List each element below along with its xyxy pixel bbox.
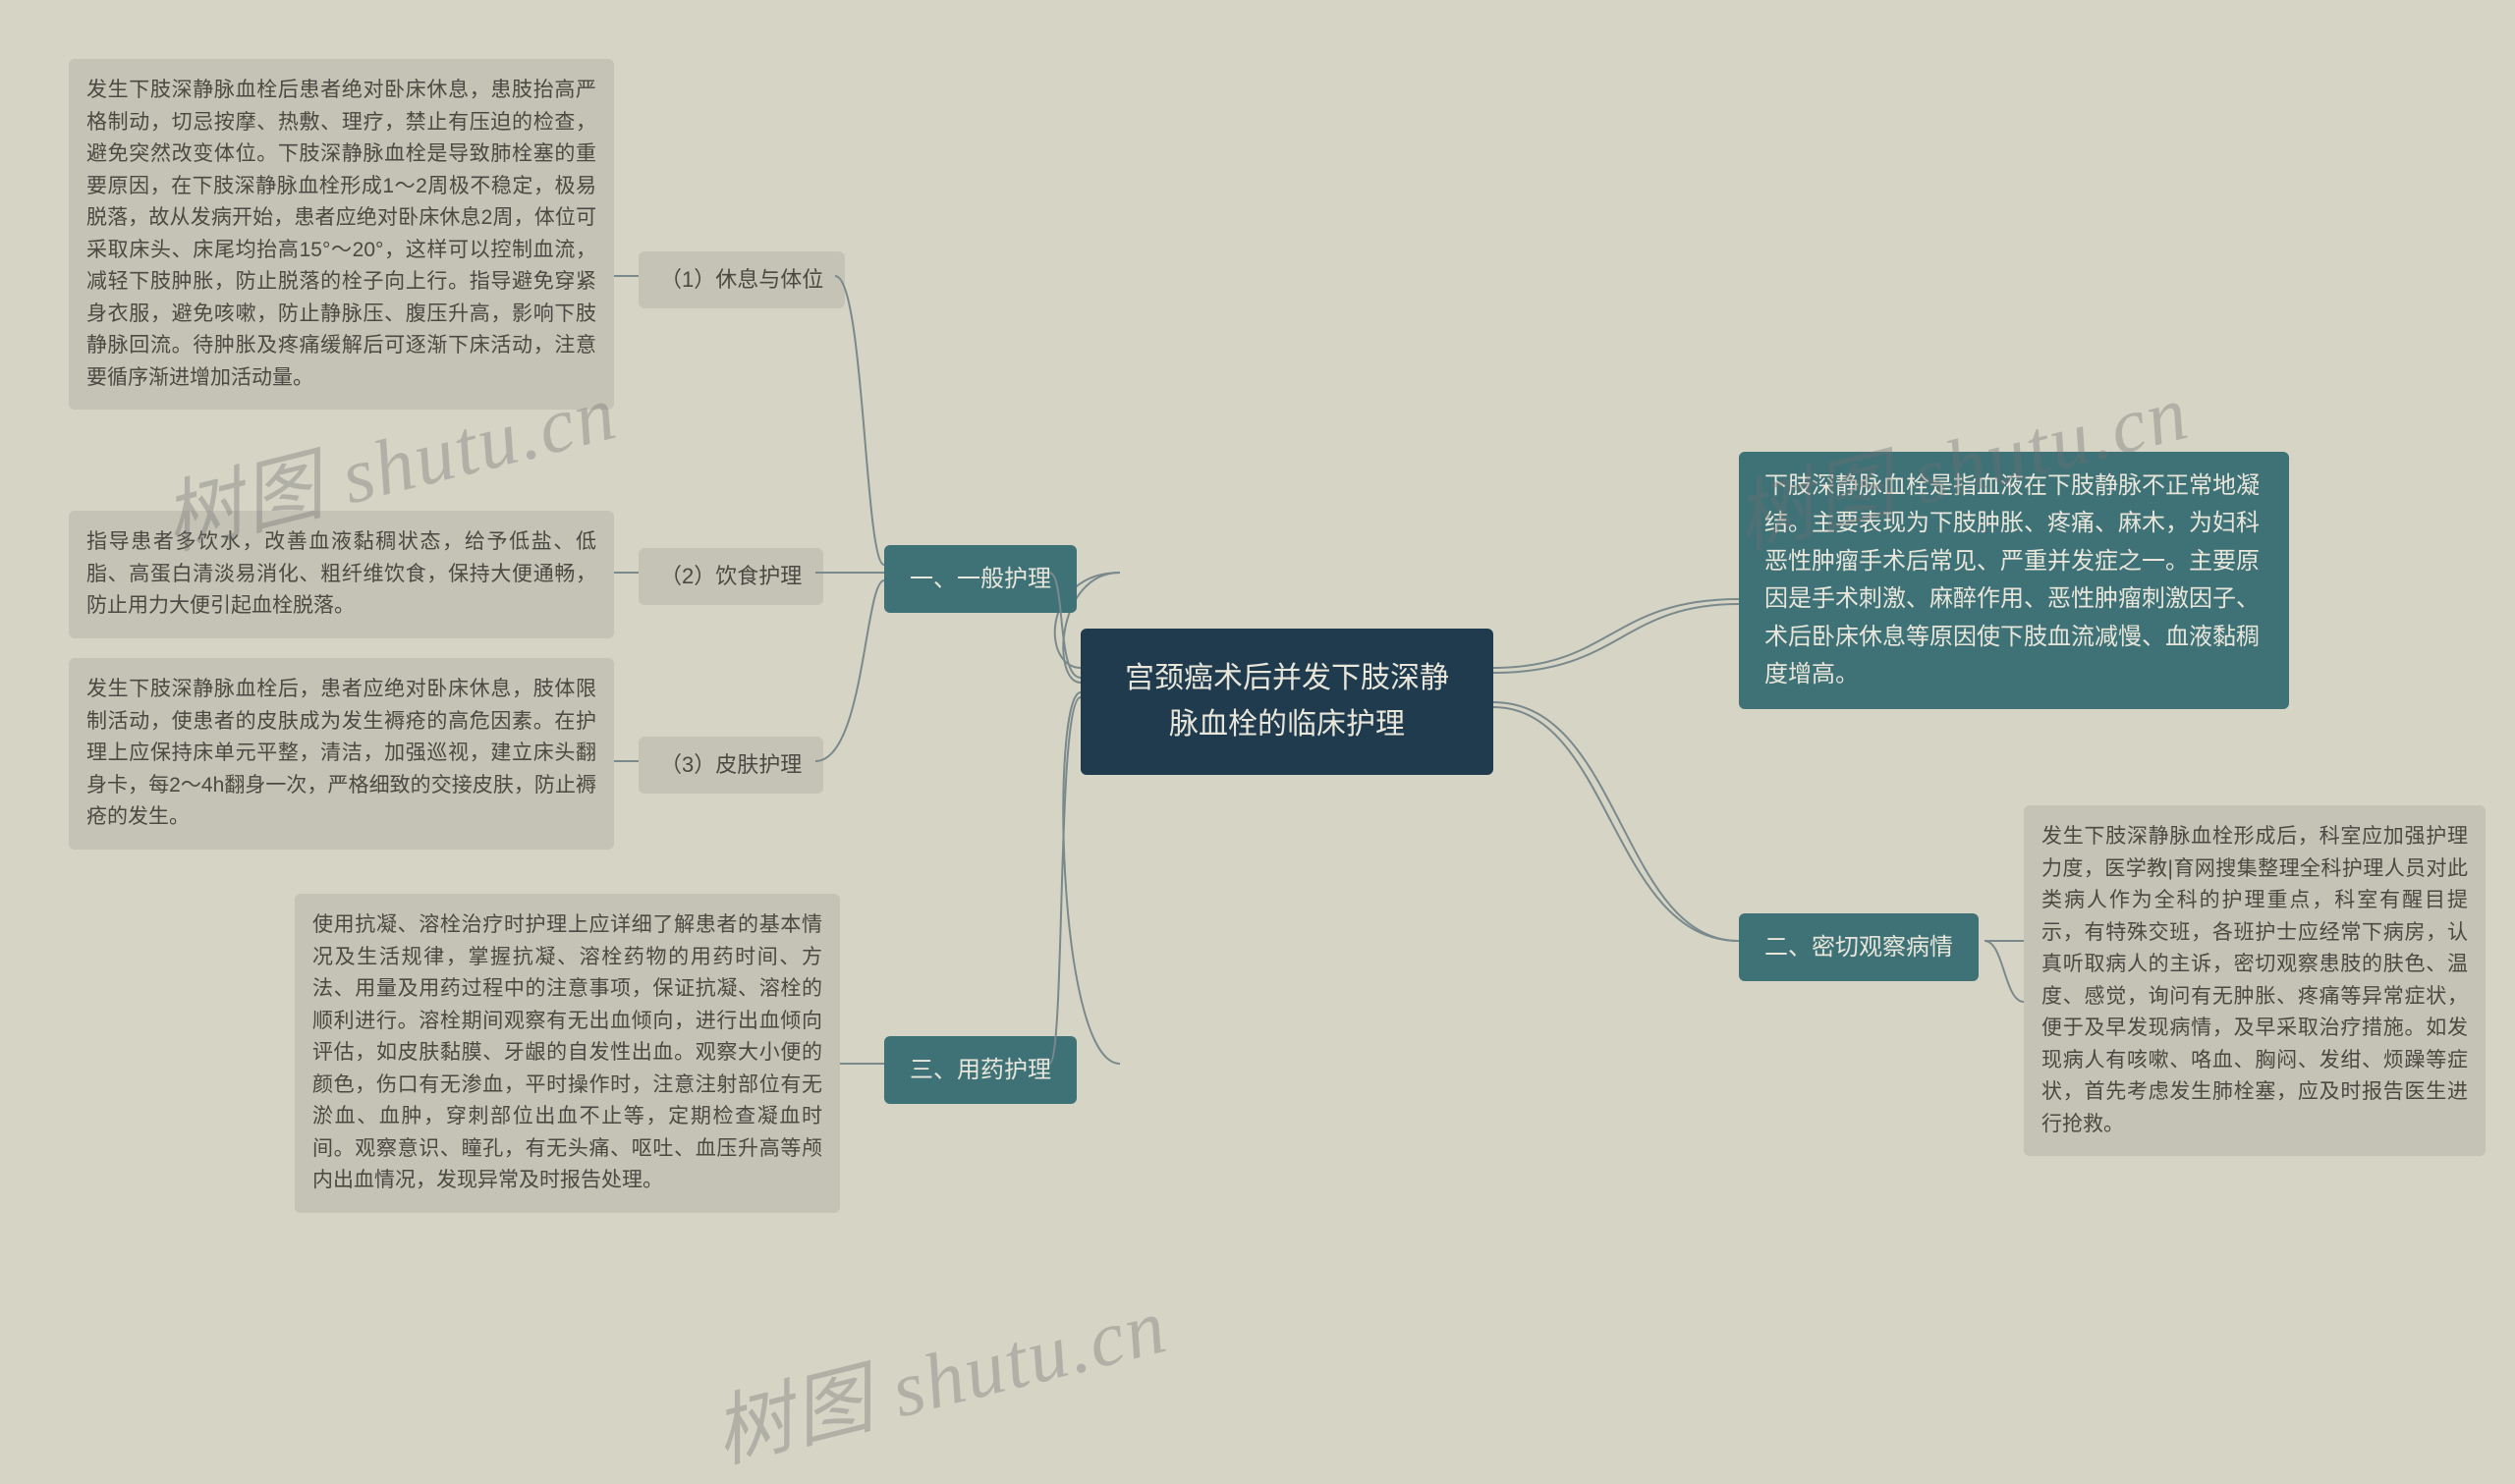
item3-label-text: （3）皮肤护理	[660, 752, 802, 777]
watermark: 树图 shutu.cn	[700, 1262, 1177, 1484]
section2-title: 二、密切观察病情	[1739, 913, 1979, 981]
section1-title: 一、一般护理	[884, 545, 1077, 613]
item2-label-text: （2）饮食护理	[660, 564, 802, 588]
item1-label: （1）休息与体位	[639, 251, 845, 308]
item2-label: （2）饮食护理	[639, 548, 823, 605]
intro-node: 下肢深静脉血栓是指血液在下肢静脉不正常地凝结。主要表现为下肢肿胀、疼痛、麻木，为…	[1739, 452, 2289, 709]
section1-title-text: 一、一般护理	[910, 566, 1051, 592]
section3-title-text: 三、用药护理	[910, 1057, 1051, 1083]
item3-body-text: 发生下肢深静脉血栓后，患者应绝对卧床休息，肢体限制活动，使患者的皮肤成为发生褥疮…	[86, 678, 596, 828]
item1-label-text: （1）休息与体位	[660, 267, 823, 292]
section2-title-text: 二、密切观察病情	[1764, 934, 1953, 961]
item3-label: （3）皮肤护理	[639, 737, 823, 794]
section3-title: 三、用药护理	[884, 1036, 1077, 1104]
root-node: 宫颈癌术后并发下肢深静脉血栓的临床护理	[1081, 629, 1493, 775]
root-text: 宫颈癌术后并发下肢深静脉血栓的临床护理	[1125, 662, 1449, 741]
intro-text: 下肢深静脉血栓是指血液在下肢静脉不正常地凝结。主要表现为下肢肿胀、疼痛、麻木，为…	[1764, 472, 2260, 687]
section2-body: 发生下肢深静脉血栓形成后，科室应加强护理力度，医学教|育网搜集整理全科护理人员对…	[2024, 805, 2486, 1156]
item1-body-text: 发生下肢深静脉血栓后患者绝对卧床休息，患肢抬高严格制动，切忌按摩、热敷、理疗，禁…	[86, 79, 596, 389]
section3-body-text: 使用抗凝、溶栓治疗时护理上应详细了解患者的基本情况及生活规律，掌握抗凝、溶栓药物…	[312, 913, 822, 1191]
watermark-text: 树图 shutu.cn	[705, 1283, 1175, 1478]
section2-body-text: 发生下肢深静脉血栓形成后，科室应加强护理力度，医学教|育网搜集整理全科护理人员对…	[2041, 825, 2468, 1135]
item3-body: 发生下肢深静脉血栓后，患者应绝对卧床休息，肢体限制活动，使患者的皮肤成为发生褥疮…	[69, 658, 614, 850]
section3-body: 使用抗凝、溶栓治疗时护理上应详细了解患者的基本情况及生活规律，掌握抗凝、溶栓药物…	[295, 894, 840, 1213]
item2-body-text: 指导患者多饮水，改善血液黏稠状态，给予低盐、低脂、高蛋白清淡易消化、粗纤维饮食，…	[86, 530, 596, 617]
item1-body: 发生下肢深静脉血栓后患者绝对卧床休息，患肢抬高严格制动，切忌按摩、热敷、理疗，禁…	[69, 59, 614, 410]
item2-body: 指导患者多饮水，改善血液黏稠状态，给予低盐、低脂、高蛋白清淡易消化、粗纤维饮食，…	[69, 511, 614, 638]
